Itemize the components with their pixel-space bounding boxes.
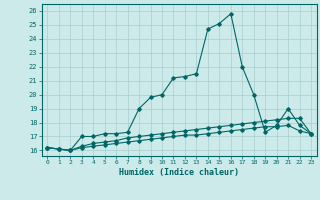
X-axis label: Humidex (Indice chaleur): Humidex (Indice chaleur): [119, 168, 239, 177]
